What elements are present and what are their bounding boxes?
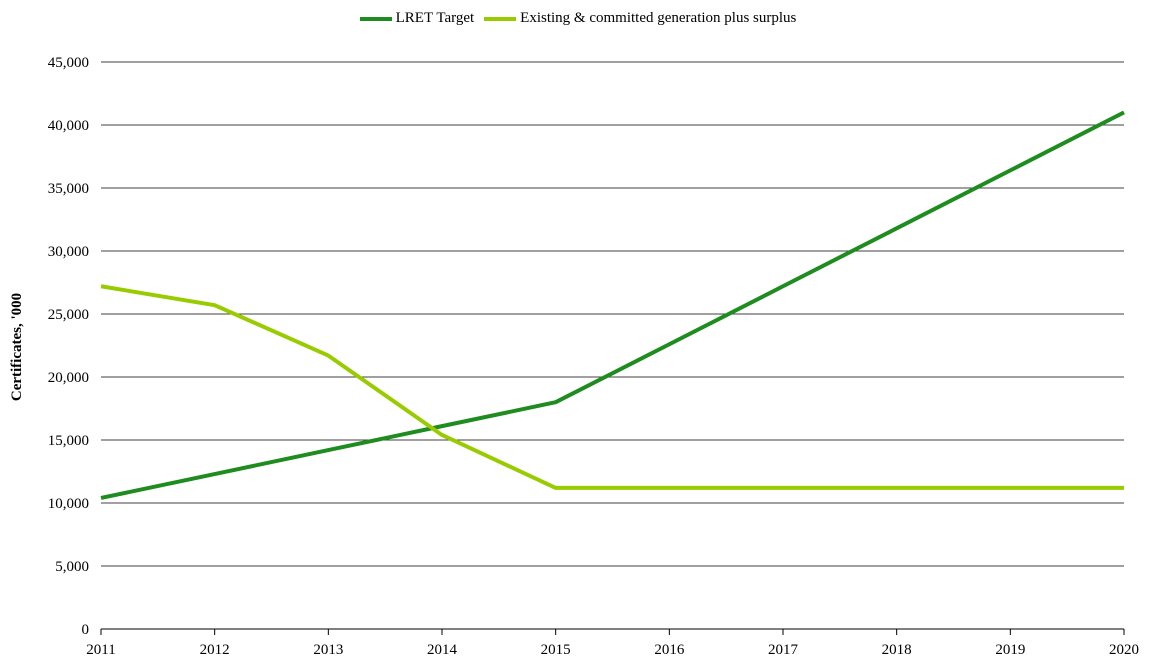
gridlines: [101, 61, 1124, 567]
x-tick-label: 2011: [86, 642, 115, 658]
y-tick-label: 0: [82, 622, 90, 638]
x-tick-label: 2020: [1109, 642, 1139, 658]
y-tick-label: 40,000: [48, 118, 89, 134]
x-tick-label: 2016: [654, 642, 685, 658]
y-tick-label: 25,000: [48, 307, 89, 323]
y-tick-label: 35,000: [48, 181, 89, 197]
x-tick-label: 2018: [882, 642, 912, 658]
series-line-lret-target: [100, 110, 1125, 500]
legend-item-lret-target: LRET Target: [359, 10, 475, 27]
legend-swatch-lret-target: [359, 16, 392, 21]
y-axis-label: Certificates, '000: [9, 293, 25, 401]
legend-label-existing-generation: Existing & committed generation plus sur…: [520, 10, 797, 26]
y-tick-label: 30,000: [48, 244, 89, 260]
y-tick-label: 10,000: [48, 496, 89, 512]
series-line-existing-generation: [100, 284, 1124, 490]
x-tick-label: 2014: [427, 642, 458, 658]
legend-label-lret-target: LRET Target: [395, 10, 475, 26]
x-tick-label: 2019: [995, 642, 1025, 658]
x-tick-label: 2012: [200, 642, 230, 658]
series-lines: [100, 110, 1125, 500]
legend-swatch-existing-generation: [484, 16, 517, 21]
legend-item-existing-generation: Existing & committed generation plus sur…: [484, 10, 796, 27]
y-tick-label: 20,000: [48, 370, 89, 386]
y-tick-label: 5,000: [55, 559, 89, 575]
y-tick-label: 45,000: [48, 55, 89, 71]
axes: 0 5,000 10,000 15,000 20,000 25,000 30,000 35,0…: [48, 55, 1139, 658]
y-tick-label: 15,000: [48, 433, 89, 449]
x-tick-label: 2015: [541, 642, 571, 658]
x-tick-label: 2013: [313, 642, 343, 658]
x-tick-label: 2017: [768, 642, 799, 658]
chart-legend: LRET Target Existing & committed generat…: [0, 10, 1156, 27]
